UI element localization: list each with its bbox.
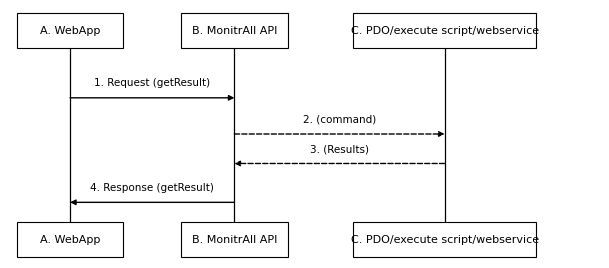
- FancyBboxPatch shape: [17, 222, 123, 257]
- Text: 1. Request (getResult): 1. Request (getResult): [94, 79, 210, 88]
- Text: 2. (command): 2. (command): [303, 115, 376, 125]
- Text: A. WebApp: A. WebApp: [40, 26, 100, 36]
- FancyBboxPatch shape: [181, 13, 287, 48]
- FancyBboxPatch shape: [181, 222, 287, 257]
- Text: A. WebApp: A. WebApp: [40, 235, 100, 245]
- Text: B. MonitrAll API: B. MonitrAll API: [192, 235, 277, 245]
- FancyBboxPatch shape: [353, 13, 536, 48]
- Text: 4. Response (getResult): 4. Response (getResult): [90, 183, 214, 193]
- Text: C. PDO/execute script/webservice: C. PDO/execute script/webservice: [351, 235, 538, 245]
- Text: B. MonitrAll API: B. MonitrAll API: [192, 26, 277, 36]
- FancyBboxPatch shape: [353, 222, 536, 257]
- Text: 3. (Results): 3. (Results): [310, 144, 369, 154]
- FancyBboxPatch shape: [17, 13, 123, 48]
- Text: C. PDO/execute script/webservice: C. PDO/execute script/webservice: [351, 26, 538, 36]
